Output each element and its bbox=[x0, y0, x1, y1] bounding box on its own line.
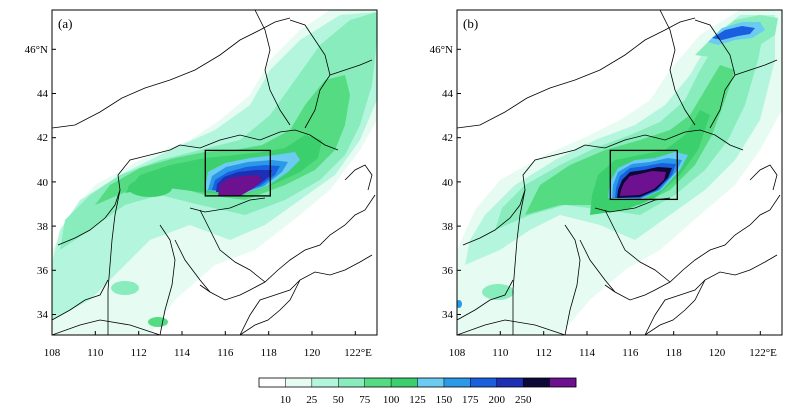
colorbar-swatch bbox=[443, 378, 471, 387]
colorbar-label: 250 bbox=[515, 394, 532, 406]
x-tick-label: 112 bbox=[131, 347, 147, 359]
panel-a-label: (a) bbox=[58, 16, 72, 31]
x-tick-label: 110 bbox=[87, 347, 104, 359]
colorbar-swatch bbox=[311, 378, 339, 387]
x-tick-label: 112 bbox=[536, 347, 552, 359]
x-tick-label: 116 bbox=[622, 347, 639, 359]
colorbar-label: 175 bbox=[462, 394, 479, 406]
rain-patch-edge bbox=[457, 300, 462, 308]
colorbar-label: 150 bbox=[436, 394, 453, 406]
colorbar-swatch bbox=[417, 378, 445, 387]
colorbar-label: 10 bbox=[280, 394, 292, 406]
rain-patch-south2 bbox=[148, 317, 168, 327]
panel-a-precipitation-field bbox=[52, 10, 377, 335]
panel-b-y-axis: 46°N 44 42 40 38 36 34 bbox=[430, 44, 461, 321]
panel-a-y-axis: 46°N 44 42 40 38 36 34 bbox=[25, 44, 56, 321]
colorbar-swatch bbox=[391, 378, 418, 387]
colorbar-swatch bbox=[259, 378, 286, 387]
y-tick-label: 46°N bbox=[430, 44, 453, 56]
x-tick-label: 122°E bbox=[344, 347, 372, 359]
x-tick-label: 114 bbox=[579, 347, 596, 359]
colorbar-label: 25 bbox=[306, 394, 318, 406]
colorbar-swatch bbox=[523, 378, 550, 387]
panel-b: (b) 46°N 44 42 40 38 36 34 108 bbox=[430, 9, 783, 359]
y-tick-label: 34 bbox=[442, 309, 454, 321]
panel-a: (a) 46°N 44 42 40 38 36 34 bbox=[25, 9, 378, 359]
rain-patch-southwest bbox=[482, 284, 514, 300]
x-tick-label: 118 bbox=[261, 347, 278, 359]
colorbar-swatch bbox=[470, 378, 498, 387]
x-tick-label: 114 bbox=[174, 347, 191, 359]
panel-b-frame bbox=[456, 9, 783, 336]
y-tick-label: 44 bbox=[37, 88, 49, 100]
y-tick-label: 38 bbox=[442, 221, 454, 233]
panel-b-label: (b) bbox=[463, 16, 478, 31]
colorbar-swatch bbox=[496, 378, 524, 387]
x-tick-label: 120 bbox=[304, 347, 321, 359]
rain-patch-west bbox=[128, 179, 172, 197]
rain-patch-northeast-175 bbox=[712, 26, 755, 40]
panel-b-precipitation-field bbox=[457, 10, 782, 335]
y-tick-label: 42 bbox=[37, 132, 48, 144]
colorbar-label: 100 bbox=[383, 394, 400, 406]
x-tick-label: 110 bbox=[492, 347, 509, 359]
colorbar-swatch bbox=[338, 378, 365, 387]
x-tick-label: 122°E bbox=[749, 347, 777, 359]
y-tick-label: 36 bbox=[442, 265, 454, 277]
colorbar-outline bbox=[258, 377, 577, 388]
y-tick-label: 40 bbox=[442, 177, 454, 189]
colorbar-label: 50 bbox=[333, 394, 345, 406]
y-tick-label: 46°N bbox=[25, 44, 48, 56]
y-tick-label: 38 bbox=[37, 221, 49, 233]
y-tick-label: 34 bbox=[37, 309, 49, 321]
x-tick-label: 118 bbox=[666, 347, 683, 359]
colorbar-swatch bbox=[364, 378, 392, 387]
colorbar-label: 125 bbox=[409, 394, 426, 406]
colorbar-label: 200 bbox=[489, 394, 506, 406]
x-tick-label: 108 bbox=[449, 347, 466, 359]
y-tick-label: 42 bbox=[442, 132, 453, 144]
colorbar-swatches bbox=[259, 378, 577, 387]
y-tick-label: 44 bbox=[442, 88, 454, 100]
colorbar-swatch bbox=[549, 378, 577, 387]
colorbar: 10 25 50 75 100 125 150 175 200 250 bbox=[258, 377, 577, 406]
study-area-box bbox=[609, 149, 678, 201]
x-tick-label: 108 bbox=[44, 347, 61, 359]
boundary-lines bbox=[457, 10, 781, 335]
rain-patch-south bbox=[111, 281, 139, 295]
boundary-lines bbox=[52, 10, 376, 335]
colorbar-label: 75 bbox=[359, 394, 371, 406]
colorbar-swatch bbox=[285, 378, 313, 387]
rain-contour-75 bbox=[525, 65, 735, 215]
colorbar-labels: 10 25 50 75 100 125 150 175 200 250 bbox=[280, 394, 532, 406]
rain-contour-250 bbox=[620, 171, 666, 196]
panel-a-x-axis: 108 110 112 114 116 118 120 122°E bbox=[44, 331, 372, 359]
panel-a-frame bbox=[51, 9, 378, 336]
x-tick-label: 120 bbox=[709, 347, 726, 359]
y-tick-label: 40 bbox=[37, 177, 49, 189]
x-tick-label: 116 bbox=[217, 347, 234, 359]
study-area-box bbox=[204, 149, 271, 197]
y-tick-label: 36 bbox=[37, 265, 49, 277]
panel-b-x-axis: 108 110 112 114 116 118 120 122°E bbox=[449, 331, 777, 359]
rain-contour-250 bbox=[218, 175, 262, 196]
